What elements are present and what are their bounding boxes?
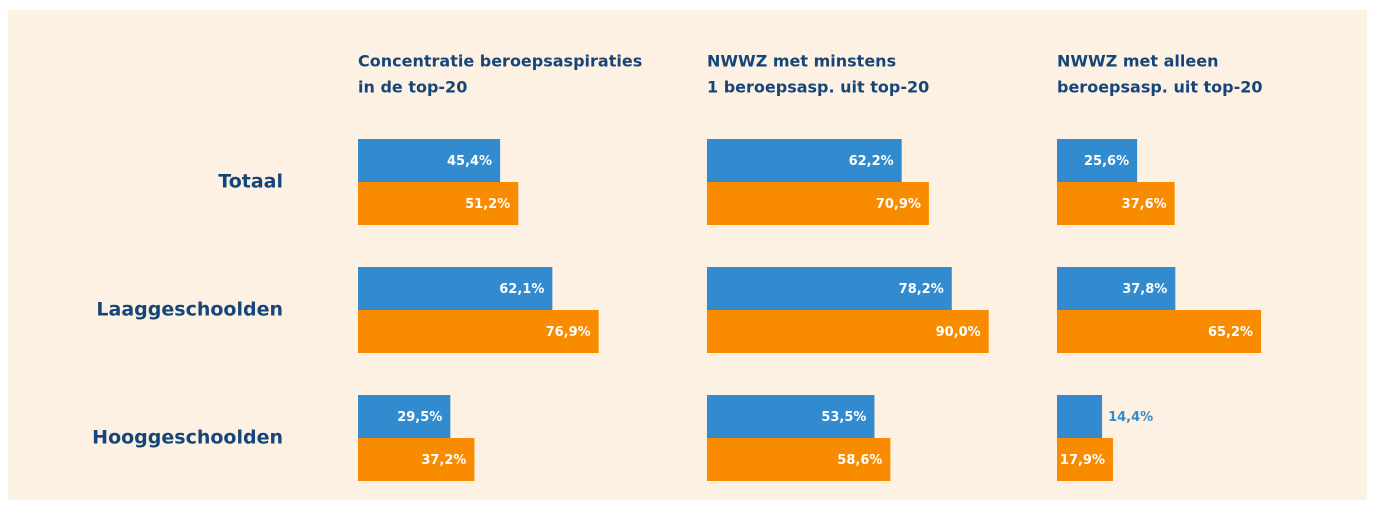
bar [358,139,501,182]
value-label: 62,2% [849,154,894,169]
row-label: Laaggeschoolden [96,299,283,321]
value-label: 51,2% [465,197,510,212]
value-label: 78,2% [899,282,944,297]
bar [1057,395,1103,438]
value-label: 58,6% [837,453,882,468]
value-label: 17,9% [1060,453,1105,468]
bar [707,438,891,481]
value-label: 25,6% [1084,154,1129,169]
value-label: 37,2% [421,453,466,468]
value-label: 14,4% [1108,410,1153,425]
bar [1057,310,1262,353]
bar [358,438,475,481]
panel-title: NWWZ met alleen [1057,52,1218,71]
bar [1057,182,1175,225]
panel-title: NWWZ met minstens [707,52,896,71]
panel-title: in de top-20 [358,78,467,97]
value-label: 45,4% [447,154,492,169]
bar [707,395,875,438]
panel-title: 1 beroepsasp. uit top-20 [707,78,929,97]
value-label: 76,9% [546,325,591,340]
bar [707,139,902,182]
bar [707,310,989,353]
bar [358,267,553,310]
panel-title: Concentratie beroepsaspiraties [358,52,642,71]
value-label: 37,8% [1122,282,1167,297]
value-label: 53,5% [821,410,866,425]
background [8,10,1367,500]
bar [707,182,929,225]
bar [1057,438,1114,481]
row-label: Hooggeschoolden [92,427,283,449]
value-label: 29,5% [397,410,442,425]
bar [707,267,952,310]
value-label: 65,2% [1208,325,1253,340]
value-label: 90,0% [936,325,981,340]
bar [358,395,451,438]
bar [1057,139,1138,182]
value-label: 70,9% [876,197,921,212]
row-label: Totaal [218,171,283,193]
bar [358,310,599,353]
bar [1057,267,1176,310]
panel-title: beroepsasp. uit top-20 [1057,78,1263,97]
bar [358,182,519,225]
value-label: 62,1% [499,282,544,297]
value-label: 37,6% [1122,197,1167,212]
